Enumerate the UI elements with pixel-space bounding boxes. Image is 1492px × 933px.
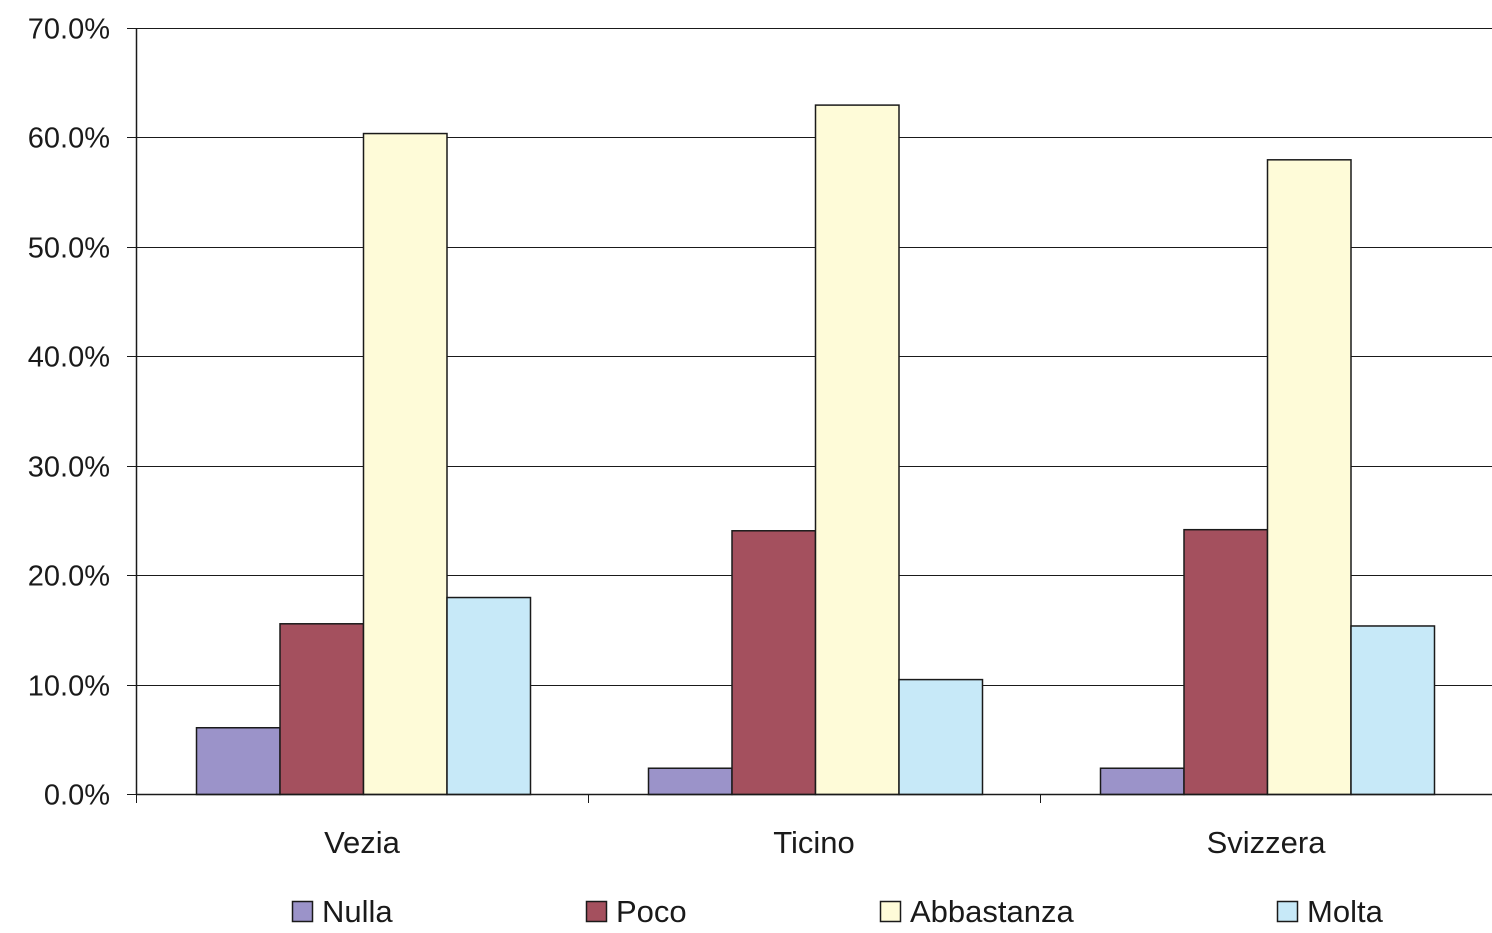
x-tick-label: Ticino: [773, 825, 855, 860]
legend-label: Molta: [1307, 894, 1384, 928]
y-tick-label: 30.0%: [28, 452, 110, 484]
bar: [1266, 159, 1352, 796]
y-tick-label: 10.0%: [28, 671, 110, 703]
bar: [1350, 625, 1436, 796]
y-tick-label: 60.0%: [28, 123, 110, 155]
legend-label: Poco: [616, 894, 687, 928]
y-tick-label: 40.0%: [28, 342, 110, 374]
bar: [731, 530, 817, 796]
bar: [362, 132, 448, 796]
bar: [279, 623, 365, 796]
y-tick-label: 20.0%: [28, 561, 110, 593]
legend-swatch: [585, 900, 608, 923]
bar: [814, 104, 900, 796]
gridlines: [136, 28, 1492, 686]
legend-swatch: [879, 900, 902, 923]
legend-label: Abbastanza: [910, 894, 1074, 928]
y-tick-label: 70.0%: [28, 14, 110, 46]
legend-swatch: [291, 900, 314, 923]
y-tick-label: 50.0%: [28, 233, 110, 265]
bar: [898, 678, 984, 796]
bar: [1099, 767, 1185, 796]
bar: [1183, 528, 1269, 796]
y-tick-label: 0.0%: [44, 780, 110, 812]
legend: Nulla Poco Abbastanza Molta: [291, 894, 1384, 929]
bar: [195, 726, 281, 796]
bar: [446, 596, 532, 796]
axes: 0.0% 10.0% 20.0% 30.0% 40.0% 50.0% 60.0% 70.0% V…: [28, 14, 1492, 860]
legend-swatch: [1276, 900, 1299, 923]
legend-label: Nulla: [322, 894, 393, 928]
x-tick-label: Vezia: [324, 825, 401, 860]
bars: [195, 104, 1436, 796]
bar: [647, 767, 733, 796]
x-tick-label: Svizzera: [1207, 825, 1327, 860]
